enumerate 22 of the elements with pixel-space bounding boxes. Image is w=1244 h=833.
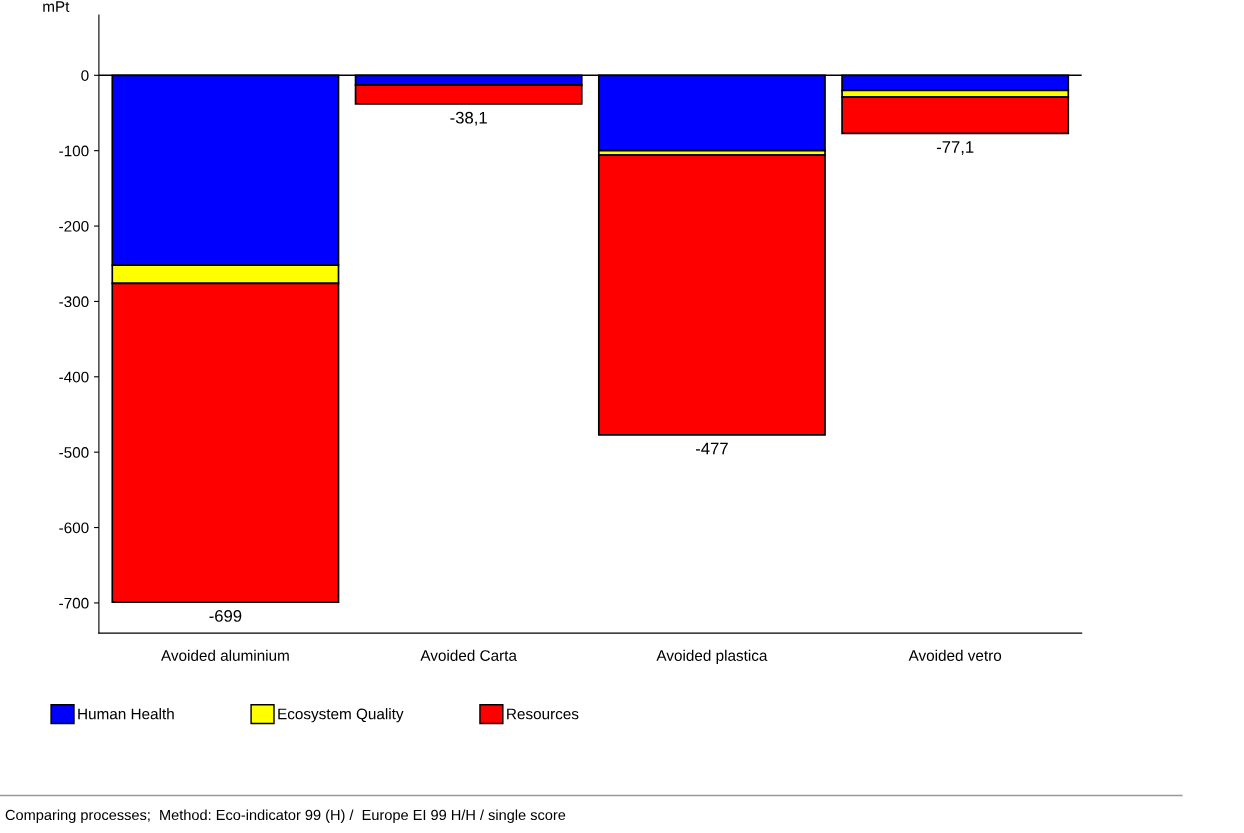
total-label: -477 bbox=[695, 442, 728, 455]
y-tick-label: -400 bbox=[59, 371, 89, 383]
y-tick-label: -700 bbox=[59, 597, 89, 609]
legend-label: Ecosystem Quality bbox=[278, 708, 404, 723]
y-tick-label: -600 bbox=[59, 522, 89, 534]
total-label: -38,1 bbox=[450, 111, 487, 126]
y-tick-label: -300 bbox=[59, 296, 89, 308]
y-tick-label: -200 bbox=[59, 220, 89, 232]
x-tick-label: Avoided Carta bbox=[420, 649, 517, 661]
total-label: -77,1 bbox=[936, 141, 974, 155]
y-tick-label: -100 bbox=[59, 145, 89, 157]
y-tick-label: 0 bbox=[81, 70, 89, 81]
bar bbox=[597, 154, 826, 436]
x-tick-label: Avoided plastica bbox=[656, 649, 768, 664]
x-tick-label: Avoided aluminium bbox=[161, 649, 289, 661]
text: Comparing processes; Method: Eco-indicator 99 (H) / Europe EI 99 H/H / single score bbox=[5, 809, 566, 823]
y-tick-label: -500 bbox=[59, 447, 89, 458]
total-label: -699 bbox=[209, 610, 242, 622]
x-tick-label: Avoided vetro bbox=[908, 649, 1002, 661]
legend-label: Resources bbox=[507, 708, 579, 720]
y-axis-title: mPt bbox=[43, 1, 70, 12]
legend-label: Human Health bbox=[78, 708, 174, 720]
